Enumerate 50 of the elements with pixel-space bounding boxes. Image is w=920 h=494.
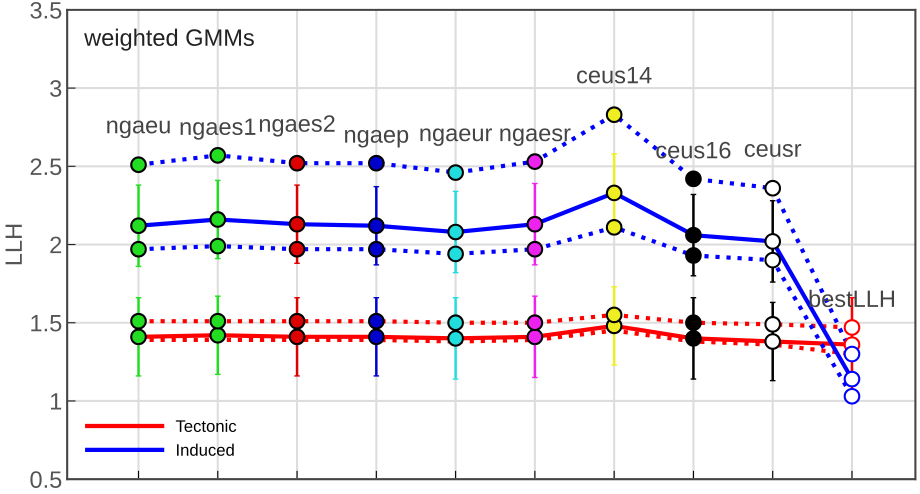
annotation: ceus16	[656, 142, 730, 159]
point	[606, 184, 622, 202]
annotation: ngaes2	[260, 115, 335, 137]
annotation: ngaeur	[420, 128, 492, 146]
annotation: ngaesr	[500, 128, 571, 146]
annotation: bestLLH	[810, 290, 894, 308]
point	[288, 216, 306, 233]
legend-label: Tectonic	[176, 420, 236, 432]
point	[685, 314, 702, 332]
point	[288, 328, 306, 346]
point	[606, 218, 622, 236]
point	[685, 170, 702, 188]
annotation: ceus14	[577, 66, 652, 84]
point	[288, 154, 306, 172]
point	[685, 226, 702, 244]
annotation: ngaeu	[107, 120, 170, 138]
annotation: ngaep	[345, 130, 408, 148]
point	[447, 246, 464, 262]
y-axis-title: LLH	[6, 224, 22, 264]
y-tick-label: 2	[50, 236, 62, 254]
point	[526, 240, 544, 258]
y-tick-label: 1	[50, 393, 62, 410]
y-tick-label: 1.5	[31, 315, 62, 332]
y-tick-label: 2.5	[30, 158, 62, 176]
point	[368, 154, 385, 172]
point	[368, 328, 385, 346]
point	[447, 224, 464, 240]
point	[606, 306, 622, 324]
point	[526, 153, 544, 170]
point	[685, 247, 702, 264]
legend-label: Induced	[177, 444, 234, 456]
point	[526, 216, 544, 233]
point	[288, 312, 306, 330]
annotation: ngaes1	[180, 118, 256, 140]
point	[447, 164, 464, 181]
point	[606, 106, 622, 124]
text: weighted GMMs	[84, 28, 254, 51]
annotation: ceusr	[744, 144, 802, 157]
point	[368, 217, 385, 234]
point	[526, 314, 544, 332]
point	[447, 330, 464, 347]
point	[685, 330, 702, 347]
point	[288, 240, 306, 258]
y-tick-label: 3.5	[30, 2, 62, 19]
point	[368, 240, 385, 258]
y-tick-label: 3	[50, 80, 62, 97]
point	[526, 328, 544, 346]
point	[447, 314, 464, 332]
y-tick-label: 0.5	[30, 471, 62, 488]
point	[368, 312, 385, 330]
